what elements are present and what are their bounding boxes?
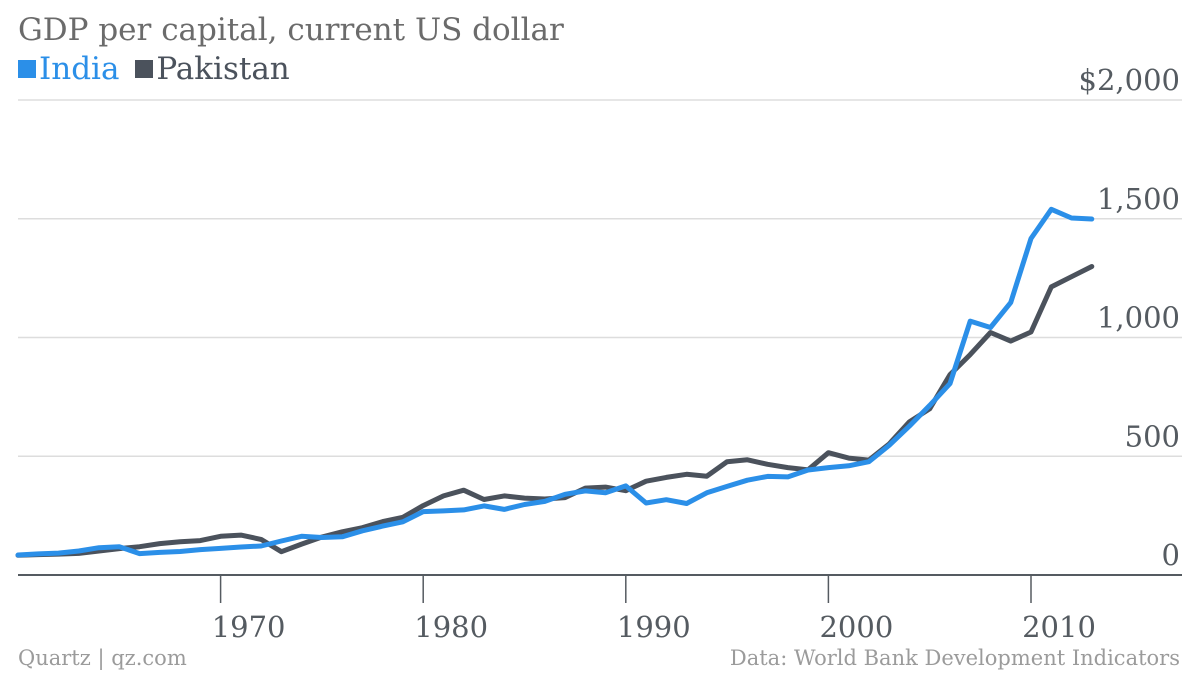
x-tick-label-2000: 2000 bbox=[819, 610, 893, 644]
x-tick-label-2010: 2010 bbox=[1022, 610, 1096, 644]
series-line-india bbox=[15, 206, 1095, 558]
legend: India Pakistan bbox=[18, 50, 296, 87]
x-tick-label-1990: 1990 bbox=[617, 610, 691, 644]
x-tick-label-1970: 1970 bbox=[212, 610, 286, 644]
legend-item-india: India bbox=[18, 51, 119, 87]
legend-item-pakistan: Pakistan bbox=[135, 51, 290, 87]
series-line-pakistan bbox=[15, 264, 1095, 558]
y-tick-label-500: 500 bbox=[1125, 419, 1180, 453]
data-source: Data: World Bank Development Indicators bbox=[729, 646, 1180, 670]
legend-swatch-pakistan bbox=[135, 60, 154, 78]
chart-title: GDP per capital, current US dollar bbox=[18, 12, 564, 48]
legend-swatch-india bbox=[18, 60, 36, 78]
legend-label-pakistan: Pakistan bbox=[156, 51, 290, 87]
source-credit: Quartz | qz.com bbox=[18, 646, 187, 670]
y-tick-label-2000: $2,000 bbox=[1079, 63, 1180, 97]
legend-label-india: India bbox=[39, 51, 120, 87]
x-tick-label-1980: 1980 bbox=[414, 610, 488, 644]
y-tick-label-1000: 1,000 bbox=[1097, 301, 1180, 335]
y-tick-label-0: 0 bbox=[1162, 538, 1180, 572]
y-tick-label-1500: 1,500 bbox=[1097, 182, 1180, 216]
